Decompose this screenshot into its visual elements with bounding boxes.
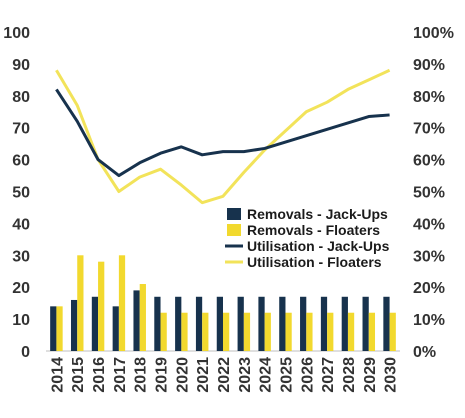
bar-removals-jack-ups-2021 bbox=[195, 296, 203, 351]
legend-label-removals-jack-ups: Removals - Jack-Ups bbox=[247, 206, 388, 222]
bars bbox=[50, 255, 396, 351]
bar-removals-floaters-2022 bbox=[223, 312, 230, 351]
tick-labels: 01020304050607080901000%10%20%30%40%50%6… bbox=[3, 25, 454, 393]
right-axis-tick-label: 90% bbox=[413, 57, 445, 74]
legend-label-removals-floaters: Removals - Floaters bbox=[247, 222, 380, 238]
x-axis-tick-label: 2018 bbox=[133, 357, 150, 393]
right-axis-tick-label: 60% bbox=[413, 153, 445, 170]
left-axis-tick-label: 20 bbox=[12, 280, 30, 297]
left-axis-tick-label: 70 bbox=[12, 121, 30, 138]
x-axis-tick-label: 2030 bbox=[383, 357, 400, 393]
right-axis-tick-label: 40% bbox=[413, 216, 445, 233]
bar-removals-jack-ups-2019 bbox=[154, 296, 161, 351]
right-axis-tick-label: 20% bbox=[413, 280, 445, 297]
x-axis-tick-label: 2026 bbox=[299, 357, 316, 393]
right-axis-tick-label: 70% bbox=[413, 121, 445, 138]
right-axis-tick-label: 80% bbox=[413, 89, 445, 106]
x-axis-tick-label: 2019 bbox=[154, 357, 171, 393]
x-axis-tick-label: 2015 bbox=[70, 357, 87, 393]
bar-removals-floaters-2016 bbox=[98, 261, 105, 351]
left-axis-tick-label: 100 bbox=[3, 25, 30, 42]
bar-removals-jack-ups-2023 bbox=[237, 296, 244, 351]
left-axis-tick-label: 10 bbox=[12, 312, 30, 329]
legend-swatch-removals-floaters bbox=[227, 224, 241, 236]
bar-removals-floaters-2015 bbox=[77, 255, 84, 351]
bar-removals-floaters-2027 bbox=[327, 312, 334, 351]
bar-removals-jack-ups-2025 bbox=[279, 296, 286, 351]
left-axis-tick-label: 0 bbox=[21, 344, 30, 361]
right-axis-tick-label: 100% bbox=[413, 25, 454, 42]
legend-swatch-removals-jack-ups bbox=[227, 208, 241, 220]
bar-removals-floaters-2018 bbox=[139, 284, 146, 351]
line-utilisation-jack-ups bbox=[55, 88, 390, 178]
x-axis-tick-label: 2016 bbox=[91, 357, 108, 393]
x-axis-tick-label: 2017 bbox=[112, 357, 129, 393]
left-axis-tick-label: 50 bbox=[12, 185, 30, 202]
lines bbox=[55, 68, 391, 205]
line-utilisation-floaters bbox=[55, 68, 391, 205]
legend-label-utilisation-jack-ups: Utilisation - Jack-Ups bbox=[247, 238, 390, 254]
bar-removals-jack-ups-2017 bbox=[112, 306, 119, 351]
bar-removals-jack-ups-2020 bbox=[175, 296, 182, 351]
x-axis-tick-label: 2020 bbox=[174, 357, 191, 393]
bar-removals-jack-ups-2030 bbox=[383, 296, 390, 351]
bar-removals-floaters-2023 bbox=[243, 312, 251, 351]
bar-removals-floaters-2020 bbox=[181, 312, 188, 351]
bar-removals-floaters-2025 bbox=[285, 312, 292, 351]
bar-removals-floaters-2024 bbox=[264, 312, 271, 351]
bar-removals-jack-ups-2024 bbox=[258, 296, 265, 351]
bar-removals-jack-ups-2018 bbox=[133, 290, 140, 351]
x-axis-tick-label: 2025 bbox=[278, 357, 295, 393]
right-axis-tick-label: 10% bbox=[413, 312, 445, 329]
bar-removals-floaters-2028 bbox=[347, 312, 355, 351]
bar-removals-jack-ups-2022 bbox=[216, 296, 223, 351]
bar-removals-jack-ups-2016 bbox=[91, 296, 99, 351]
left-axis-tick-label: 80 bbox=[12, 89, 30, 106]
left-axis-tick-label: 60 bbox=[12, 153, 30, 170]
left-axis-tick-label: 40 bbox=[12, 216, 30, 233]
right-axis-tick-label: 0% bbox=[413, 344, 436, 361]
bar-removals-floaters-2029 bbox=[368, 312, 376, 351]
left-axis-tick-label: 90 bbox=[12, 57, 30, 74]
bar-removals-floaters-2030 bbox=[389, 312, 396, 351]
x-axis-tick-label: 2028 bbox=[341, 357, 358, 393]
bar-removals-jack-ups-2014 bbox=[50, 306, 57, 351]
bar-removals-floaters-2026 bbox=[306, 312, 313, 351]
bar-removals-jack-ups-2015 bbox=[70, 299, 78, 351]
x-axis-tick-label: 2029 bbox=[362, 357, 379, 393]
right-axis-tick-label: 30% bbox=[413, 248, 445, 265]
x-axis-tick-label: 2022 bbox=[216, 357, 233, 393]
right-axis-tick-label: 50% bbox=[413, 185, 445, 202]
bar-removals-floaters-2019 bbox=[160, 312, 167, 351]
bar-removals-floaters-2017 bbox=[118, 255, 126, 351]
bar-removals-jack-ups-2027 bbox=[320, 296, 328, 351]
bar-removals-jack-ups-2029 bbox=[362, 296, 369, 351]
x-axis-tick-label: 2023 bbox=[237, 357, 254, 393]
left-axis-tick-label: 30 bbox=[12, 248, 30, 265]
x-axis-tick-label: 2027 bbox=[320, 357, 337, 393]
bar-removals-jack-ups-2028 bbox=[341, 296, 348, 351]
legend-label-utilisation-floaters: Utilisation - Floaters bbox=[247, 254, 382, 270]
x-axis-tick-label: 2024 bbox=[258, 357, 275, 393]
x-axis-tick-label: 2014 bbox=[49, 357, 66, 393]
bar-removals-floaters-2014 bbox=[56, 306, 63, 351]
bar-removals-jack-ups-2026 bbox=[300, 296, 307, 351]
bar-removals-floaters-2021 bbox=[202, 312, 209, 351]
x-axis-tick-label: 2021 bbox=[195, 357, 212, 393]
